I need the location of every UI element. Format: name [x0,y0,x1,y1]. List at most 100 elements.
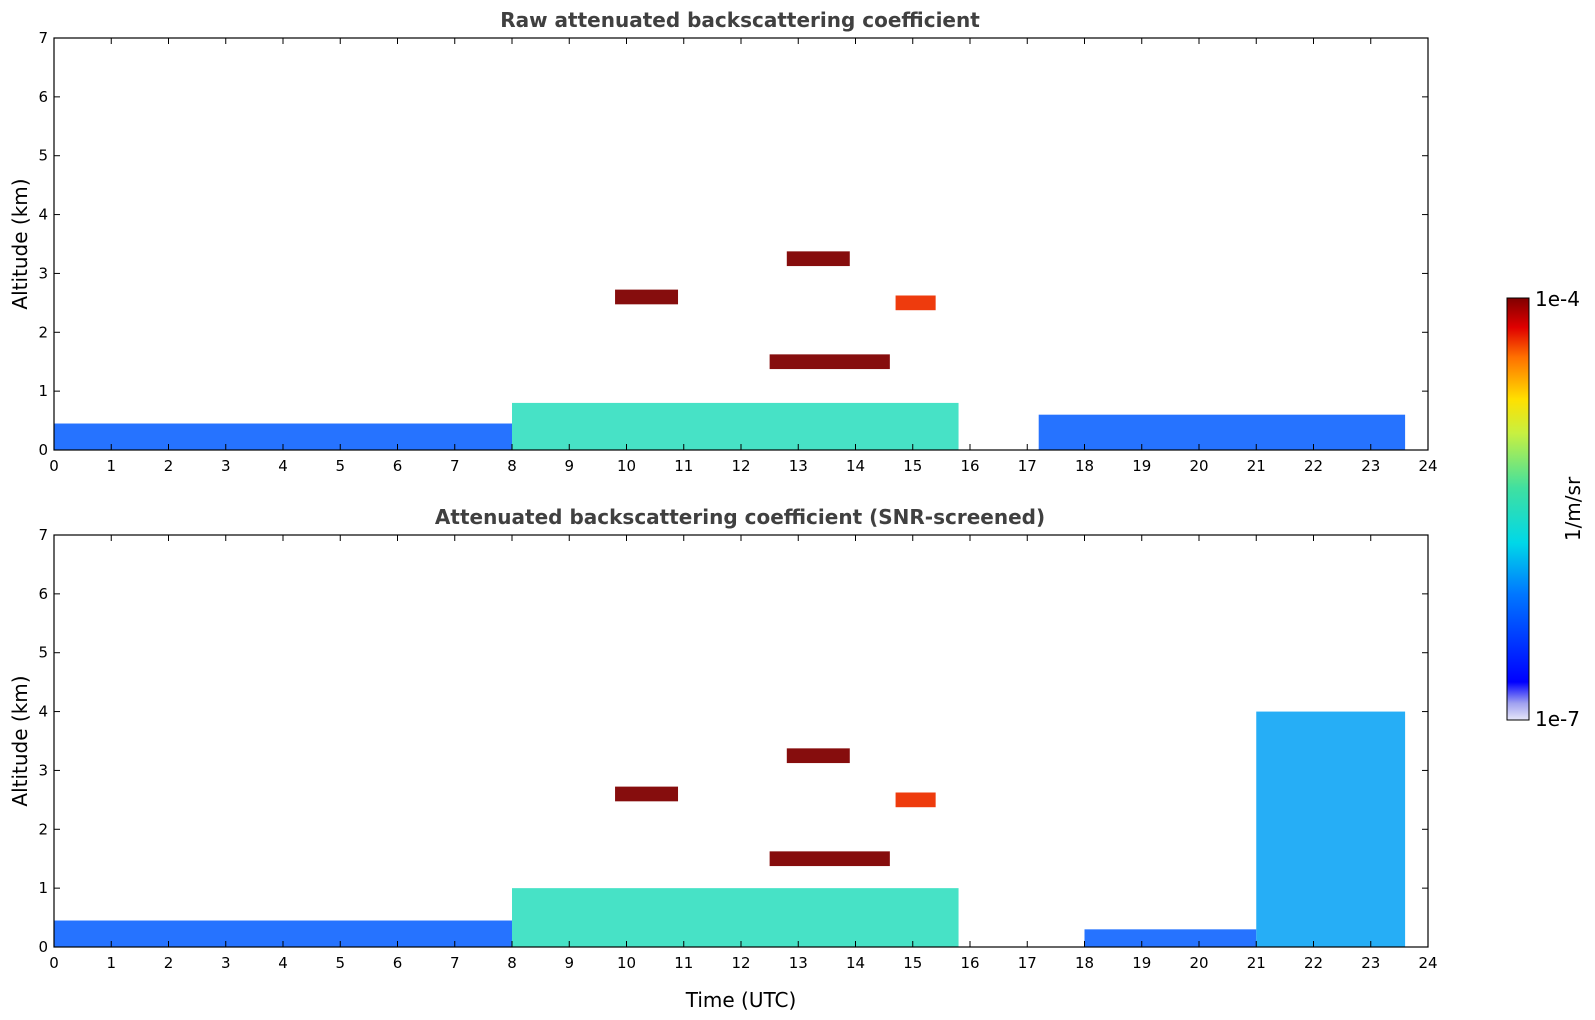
x-tick-label: 5 [335,954,345,972]
y-tick-label: 1 [38,382,48,400]
y-tick-label: 5 [38,147,48,165]
x-tick-label: 11 [674,457,693,475]
heatmap-feature-surface-layer [1038,414,1406,450]
x-tick-label: 6 [393,457,403,475]
y-tick-label: 2 [38,820,48,838]
x-tick-label: 17 [1018,954,1037,972]
y-tick-label: 7 [38,526,48,544]
x-tick-label: 16 [960,954,979,972]
y-tick-label: 1 [38,879,48,897]
x-tick-label: 13 [789,954,808,972]
panel-raw-y-axis: 0 1 2 3 4 5 6 7 [38,29,1428,459]
y-tick-label: 4 [38,206,48,224]
y-tick-label: 3 [38,264,48,282]
x-tick-label: 22 [1304,457,1323,475]
heatmap-feature-aerosol-layer [1256,711,1406,947]
x-tick-label: 21 [1247,457,1266,475]
y-tick-label: 4 [38,703,48,721]
x-tick-label: 0 [49,457,59,475]
x-tick-label: 8 [507,954,517,972]
x-tick-label: 17 [1018,457,1037,475]
x-tick-label: 2 [164,954,174,972]
colorbar-gradient [1506,297,1530,721]
panel-screened-background [54,535,1428,947]
panel-screened-x-axis: 0 1 2 3 4 5 6 7 8 9 10 11 12 13 14 15 16 17 18 19 20 21 22 23 24 [49,535,1438,972]
x-tick-label: 21 [1247,954,1266,972]
x-tick-label: 22 [1304,954,1323,972]
x-tick-label: 12 [731,457,750,475]
x-tick-label: 5 [335,457,345,475]
heatmap-feature-surface-layer [1084,929,1257,947]
heatmap-feature-cloud [786,748,850,764]
panel-raw-plot-area [53,37,1429,451]
panel-raw-x-axis: 0 1 2 3 4 5 6 7 8 9 10 11 12 13 14 15 16 17 18 19 20 21 22 23 24 [49,38,1438,475]
x-tick-label: 14 [846,954,865,972]
heatmap-feature-cloud [769,851,890,867]
panel-raw-y-axis-label: Altitude (km) [8,178,32,309]
y-tick-label: 6 [38,585,48,603]
panel-screened-y-axis: 0 1 2 3 4 5 6 7 [38,526,1428,956]
x-tick-label: 23 [1361,457,1380,475]
colorbar-units-label: 1/m/sr [1561,476,1585,541]
x-tick-label: 13 [789,457,808,475]
heatmap-feature-cloud [615,786,679,802]
x-tick-label: 18 [1075,954,1094,972]
x-tick-label: 10 [617,457,636,475]
colorbar-min-label: 1e-7 [1535,707,1580,731]
y-tick-label: 2 [38,323,48,341]
y-tick-label: 3 [38,761,48,779]
heatmap-feature-boundary-layer [512,402,959,450]
x-tick-label: 6 [393,954,403,972]
x-tick-label: 24 [1418,954,1437,972]
x-tick-label: 10 [617,954,636,972]
panel-raw: Raw attenuated backscattering coefficien… [8,8,1438,475]
y-tick-label: 6 [38,88,48,106]
x-tick-label: 11 [674,954,693,972]
colorbar: 1e-4 1e-7 1/m/sr [1506,287,1585,731]
x-tick-label: 3 [221,457,231,475]
y-tick-label: 0 [38,441,48,459]
x-tick-label: 4 [278,954,288,972]
x-tick-label: 1 [106,457,116,475]
y-tick-label: 0 [38,938,48,956]
panel-screened: Attenuated backscattering coefficient (S… [8,505,1438,1012]
x-tick-label: 1 [106,954,116,972]
x-tick-label: 3 [221,954,231,972]
panel-screened-title: Attenuated backscattering coefficient (S… [435,505,1045,529]
panel-raw-background [54,38,1428,450]
panel-raw-title: Raw attenuated backscattering coefficien… [500,8,980,32]
x-tick-label: 9 [564,457,574,475]
x-tick-label: 20 [1189,457,1208,475]
x-tick-label: 4 [278,457,288,475]
x-tick-label: 16 [960,457,979,475]
colorbar-max-label: 1e-4 [1535,287,1580,311]
x-tick-label: 20 [1189,954,1208,972]
x-tick-label: 8 [507,457,517,475]
x-tick-label: 15 [903,457,922,475]
x-tick-label: 19 [1132,954,1151,972]
x-tick-label: 18 [1075,457,1094,475]
panel-screened-y-axis-label: Altitude (km) [8,675,32,806]
x-tick-label: 12 [731,954,750,972]
panel-raw-heatmap [54,251,1406,450]
heatmap-feature-cloud [786,251,850,267]
x-tick-label: 19 [1132,457,1151,475]
y-tick-label: 7 [38,29,48,47]
x-tick-label: 9 [564,954,574,972]
x-tick-label: 7 [450,457,460,475]
x-tick-label: 0 [49,954,59,972]
x-tick-label: 7 [450,954,460,972]
x-tick-label: 24 [1418,457,1437,475]
panel-screened-x-axis-label: Time (UTC) [685,988,797,1012]
y-tick-label: 5 [38,644,48,662]
heatmap-feature-cloud [769,354,890,370]
x-tick-label: 2 [164,457,174,475]
heatmap-feature-precipitation [895,295,936,311]
heatmap-feature-boundary-layer [512,888,959,947]
x-tick-label: 23 [1361,954,1380,972]
panel-screened-plot-area [53,534,1429,948]
x-tick-label: 14 [846,457,865,475]
x-tick-label: 15 [903,954,922,972]
heatmap-feature-cloud [615,289,679,305]
